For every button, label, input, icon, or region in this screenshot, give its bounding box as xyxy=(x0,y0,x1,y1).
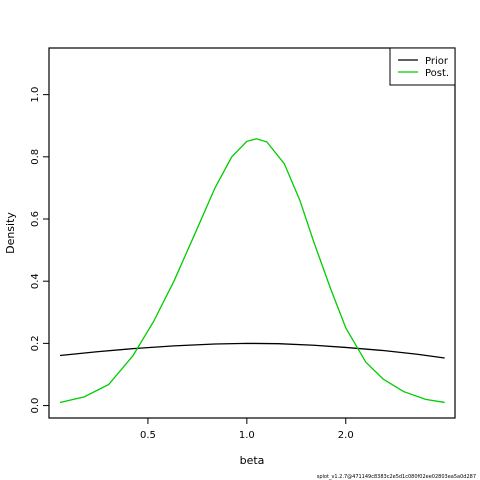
legend-label-prior: Prior xyxy=(425,56,449,67)
plot-area xyxy=(59,138,445,404)
x-tick-label: 1.0 xyxy=(239,430,255,441)
y-axis: 0.0 0.2 0.4 0.6 0.8 1.0 xyxy=(30,87,49,414)
y-tick-label: 0.2 xyxy=(30,335,41,351)
y-tick-label: 1.0 xyxy=(30,87,41,103)
y-axis-label: Density xyxy=(4,212,17,254)
legend-label-post: Post. xyxy=(425,68,449,79)
plot-frame xyxy=(48,47,456,419)
x-tick-label: 0.5 xyxy=(140,430,156,441)
legend-box xyxy=(389,47,456,86)
footer-caption: splot_v1.2.7@471149c8383c2e5d1c080f02ee0… xyxy=(317,474,476,480)
series-line-prior xyxy=(59,342,445,359)
y-tick-label: 0.6 xyxy=(30,211,41,227)
series-line-post xyxy=(59,138,445,404)
y-tick-label: 0.0 xyxy=(30,398,41,414)
y-tick-label: 0.4 xyxy=(30,273,41,289)
x-tick-label: 2.0 xyxy=(338,430,354,441)
y-tick-label: 0.8 xyxy=(30,149,41,165)
x-axis: 0.5 1.0 2.0 xyxy=(140,418,354,441)
x-axis-label: beta xyxy=(240,454,265,467)
